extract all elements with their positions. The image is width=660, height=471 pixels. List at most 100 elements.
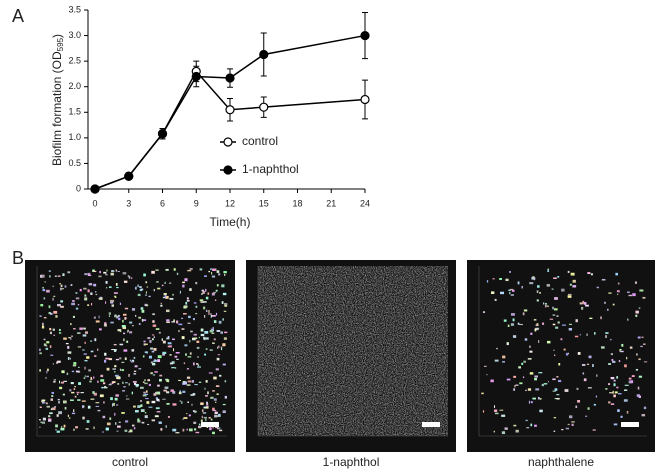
- cell: [70, 381, 74, 385]
- cell: [84, 366, 86, 370]
- cell: [86, 420, 90, 423]
- cell: [87, 272, 91, 276]
- cell: [133, 405, 136, 408]
- cell: [554, 297, 558, 300]
- cell: [619, 349, 621, 352]
- cell: [135, 286, 137, 290]
- cell: [204, 275, 207, 278]
- cell: [534, 328, 537, 332]
- cell: [133, 370, 137, 373]
- micrograph: [25, 260, 235, 452]
- cell: [523, 309, 528, 312]
- cell: [137, 405, 141, 408]
- cell: [197, 366, 201, 368]
- cell: [541, 322, 545, 325]
- cell: [529, 345, 531, 348]
- cell: [155, 407, 160, 410]
- cell: [169, 282, 172, 284]
- cell: [529, 282, 534, 285]
- cell: [102, 431, 104, 433]
- cell: [188, 414, 191, 417]
- cell: [219, 374, 222, 377]
- cell: [186, 376, 191, 379]
- cell: [112, 381, 116, 384]
- cell: [501, 431, 506, 435]
- cell: [179, 400, 181, 402]
- cell: [79, 288, 82, 292]
- cell: [179, 390, 181, 393]
- cell: [568, 328, 573, 331]
- cell: [195, 281, 198, 285]
- cell: [178, 391, 182, 395]
- cell: [513, 424, 517, 427]
- cell: [72, 364, 77, 367]
- cell: [210, 268, 212, 271]
- cell: [595, 395, 598, 398]
- cell: [97, 348, 99, 351]
- image-caption: 1-naphthol: [323, 455, 380, 469]
- cell: [63, 380, 68, 382]
- cell: [67, 414, 70, 417]
- cell: [52, 297, 54, 301]
- cell: [103, 386, 108, 389]
- x-axis-label: Time(h): [210, 215, 251, 229]
- cell: [202, 412, 207, 414]
- cell: [186, 368, 189, 370]
- cell: [111, 270, 115, 272]
- cell: [84, 273, 88, 276]
- x-tick-label: 9: [194, 198, 199, 208]
- cell: [166, 379, 170, 382]
- cell: [147, 423, 150, 426]
- cell: [71, 335, 73, 337]
- cell: [90, 340, 93, 342]
- cell: [144, 379, 146, 381]
- cell: [211, 271, 213, 275]
- cell: [137, 284, 139, 288]
- cell: [526, 427, 530, 429]
- cell: [145, 291, 147, 294]
- cell: [486, 374, 488, 376]
- cell: [140, 288, 144, 291]
- cell: [546, 284, 550, 287]
- cell: [129, 359, 131, 361]
- cell: [203, 406, 208, 409]
- cell: [534, 377, 537, 381]
- cell: [555, 326, 559, 329]
- cell: [224, 380, 227, 383]
- cell: [122, 272, 127, 275]
- cell: [90, 398, 95, 400]
- cell: [556, 315, 559, 317]
- cell: [124, 307, 129, 310]
- cell: [205, 348, 208, 350]
- cell: [222, 292, 227, 296]
- cell: [493, 405, 496, 408]
- cell: [528, 400, 531, 404]
- cell: [191, 403, 193, 406]
- cell: [496, 347, 498, 350]
- cell: [189, 268, 193, 270]
- cell: [116, 430, 119, 432]
- cell: [73, 409, 75, 412]
- cell: [194, 384, 198, 386]
- cell: [140, 307, 144, 310]
- cell: [126, 395, 128, 397]
- cell: [152, 374, 156, 376]
- cell: [523, 360, 526, 363]
- cell: [85, 428, 89, 430]
- cell: [67, 351, 72, 354]
- cell: [208, 309, 210, 313]
- cell: [213, 338, 216, 341]
- cell: [154, 371, 158, 373]
- cell: [147, 379, 151, 382]
- cell: [113, 349, 117, 352]
- cell: [146, 286, 149, 288]
- cell: [146, 351, 148, 354]
- cell: [70, 284, 73, 286]
- cell: [95, 402, 100, 404]
- cell: [200, 402, 204, 405]
- cell: [99, 270, 101, 274]
- cell: [71, 412, 76, 415]
- cell: [54, 406, 57, 408]
- cell: [119, 343, 124, 346]
- cell: [567, 293, 572, 295]
